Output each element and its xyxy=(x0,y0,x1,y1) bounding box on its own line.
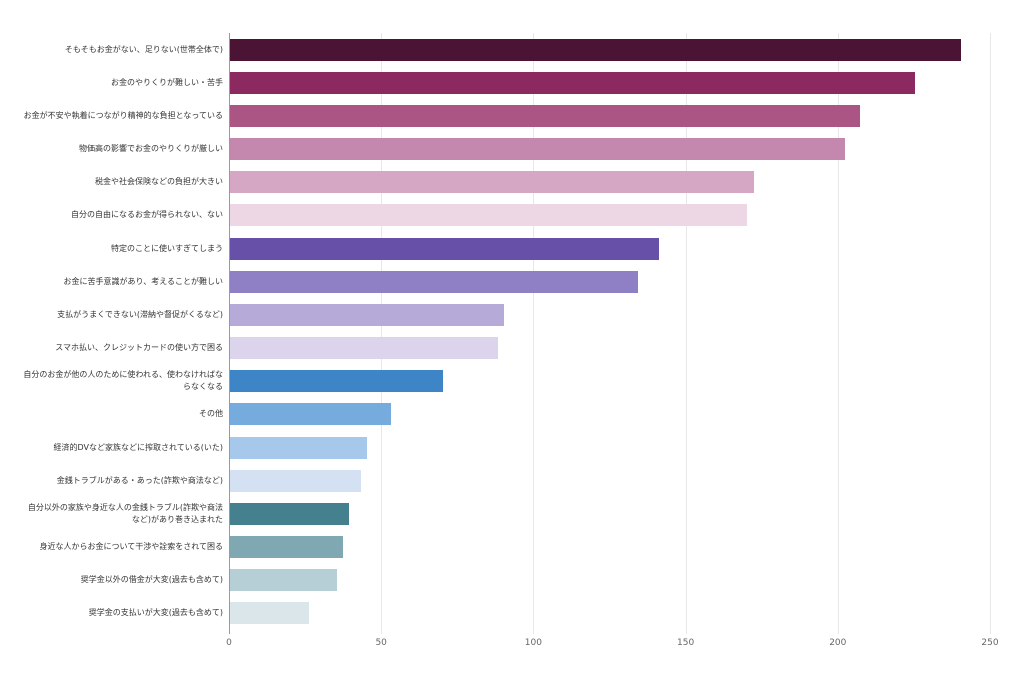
bar xyxy=(230,337,498,360)
bar xyxy=(230,436,367,459)
plot-area xyxy=(229,33,991,634)
gridline-100 xyxy=(533,33,535,634)
bar xyxy=(230,171,754,194)
category-label: 金銭トラブルがある・あった(詐欺や商法など) xyxy=(56,475,223,485)
x-tick-label: 0 xyxy=(226,638,232,648)
x-tick-label: 250 xyxy=(981,638,999,648)
bar xyxy=(230,536,343,559)
bar xyxy=(230,602,310,625)
bar xyxy=(230,403,392,426)
bar xyxy=(230,138,845,161)
category-label: 自分のお金が他の人のために使われる、使わなければならなくなる xyxy=(23,370,223,392)
category-label: 物価高の影響でお金のやりくりが厳しい xyxy=(79,144,223,154)
bar xyxy=(230,237,660,260)
category-label: そもそもお金がない、足りない(世帯全体で) xyxy=(64,44,223,54)
gridline-150 xyxy=(685,33,687,634)
category-label: スマホ払い、クレジットカードの使い方で困る xyxy=(55,343,223,353)
bar xyxy=(230,270,638,293)
bar xyxy=(230,502,349,525)
category-label: 奨学金以外の借金が大変(過去も含めて) xyxy=(80,575,223,585)
bar xyxy=(230,569,337,592)
category-label: 自分の自由になるお金が得られない、ない xyxy=(71,210,223,220)
bar xyxy=(230,204,748,227)
gridline-250 xyxy=(990,33,991,634)
category-label: 自分以外の家族や身近な人の金銭トラブル(詐欺や商法など)があり巻き込まれた xyxy=(27,502,223,524)
bar xyxy=(230,303,504,326)
category-label: お金のやりくりが難しい・苦手 xyxy=(111,77,223,87)
category-label: 税金や社会保険などの負担が大きい xyxy=(95,177,223,187)
category-label: 経済的DVなど家族などに搾取されている(いた) xyxy=(53,442,224,452)
category-label: お金が不安や執着につながり精神的な負担となっている xyxy=(23,110,223,120)
x-tick-label: 100 xyxy=(524,638,542,648)
bar xyxy=(230,71,915,94)
x-tick-label: 200 xyxy=(829,638,847,648)
zero-axis-line xyxy=(229,33,230,634)
bar xyxy=(230,104,861,127)
x-tick-label: 50 xyxy=(375,638,387,648)
bar xyxy=(230,38,961,61)
gridline-200 xyxy=(837,33,839,634)
bar xyxy=(230,469,361,492)
category-label: 身近な人からお金について干渉や詮索をされて困る xyxy=(39,542,223,552)
x-tick-label: 150 xyxy=(677,638,695,648)
gridline-50 xyxy=(381,33,383,634)
category-label: 支払がうまくできない(滞納や督促がくるなど) xyxy=(57,309,223,319)
category-label: 特定のことに使いすぎてしまう xyxy=(111,243,223,253)
category-label: お金に苦手意識があり、考えることが難しい xyxy=(63,276,223,286)
bar xyxy=(230,370,444,393)
category-label: 奨学金の支払いが大変(過去も含めて) xyxy=(88,608,223,618)
category-label: その他 xyxy=(199,409,223,419)
